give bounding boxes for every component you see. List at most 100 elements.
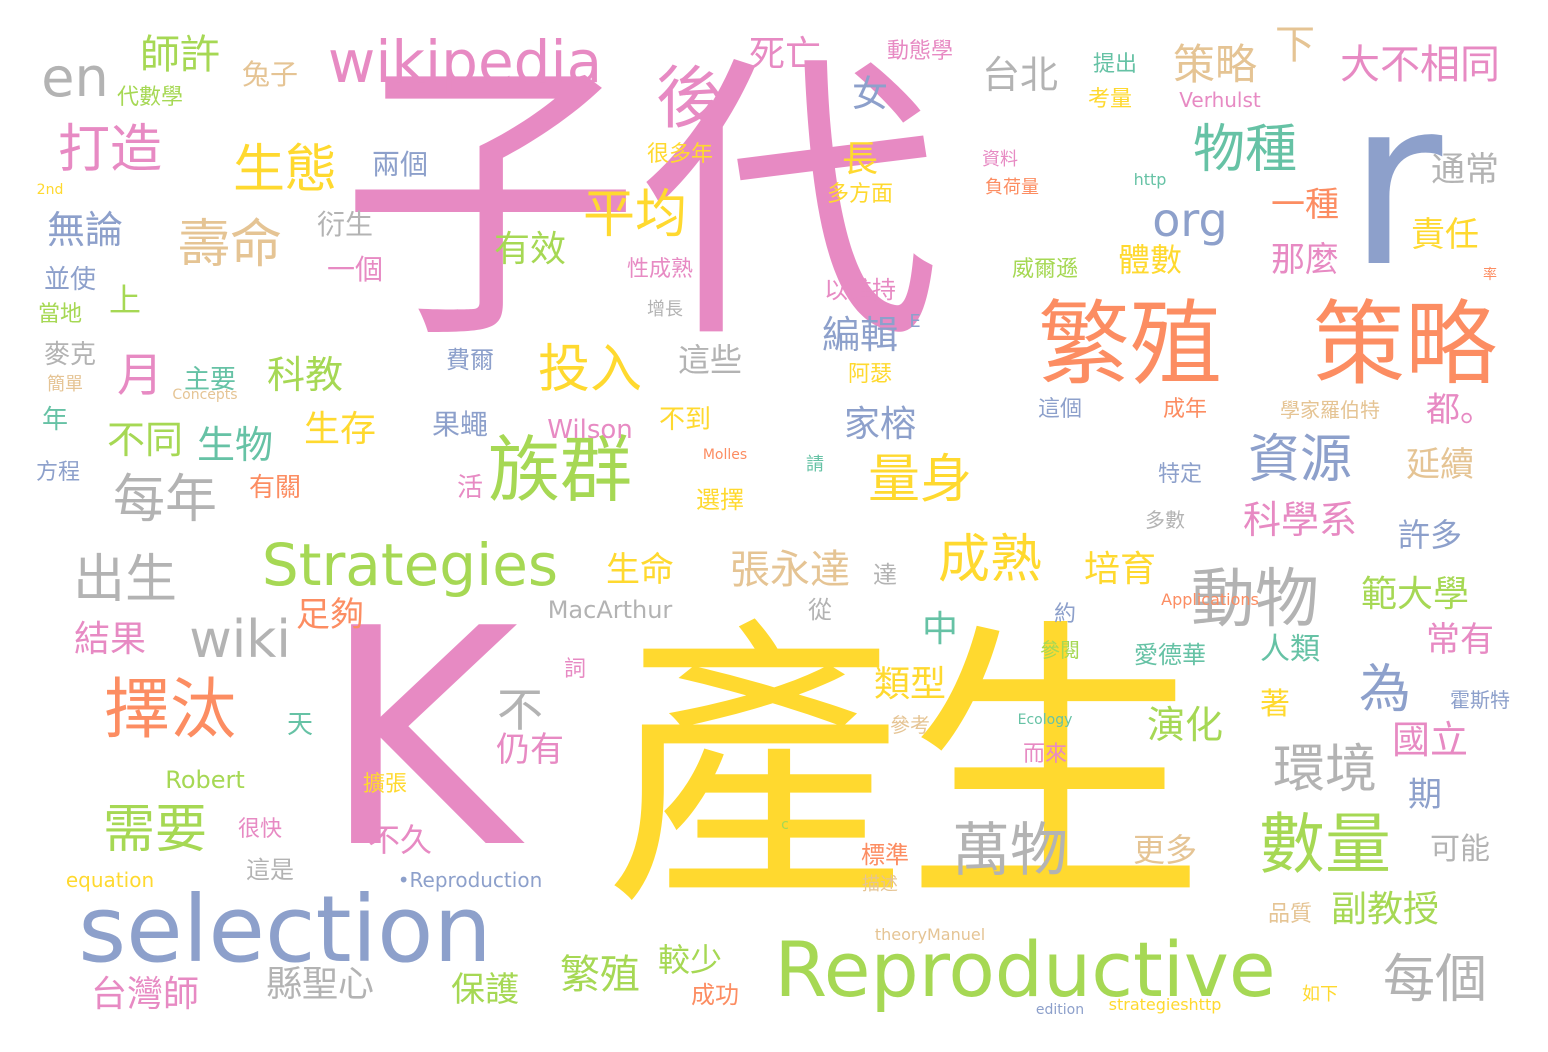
cloud-word: 選擇 (696, 486, 744, 514)
cloud-word: 上 (108, 281, 142, 319)
cloud-word: strategieshttp (1108, 995, 1222, 1014)
cloud-word: edition (1035, 1002, 1085, 1018)
cloud-word: 增長 (647, 299, 683, 320)
cloud-word: 繁殖 (1037, 291, 1223, 398)
cloud-word: 擴張 (362, 772, 408, 797)
cloud-word: 有關 (248, 473, 302, 503)
cloud-word: 中 (921, 609, 959, 650)
cloud-word: 特定 (1157, 462, 1203, 487)
cloud-word: 不 (497, 683, 543, 737)
cloud-word: 如下 (1302, 984, 1338, 1005)
cloud-word: 參閱 (1040, 638, 1080, 662)
cloud-word: K (321, 565, 519, 914)
cloud-word: 兩個 (371, 148, 429, 181)
cloud-word: 不同 (106, 418, 184, 462)
cloud-word: 策略 (1312, 291, 1498, 398)
cloud-word: 期 (1408, 775, 1442, 815)
cloud-word: 培育 (1083, 549, 1157, 590)
cloud-word: 從 (808, 596, 832, 624)
cloud-word: 物種 (1192, 120, 1298, 180)
cloud-word: 編輯 (821, 313, 899, 357)
cloud-word: 產生 (605, 595, 1205, 944)
cloud-word: 描述 (862, 874, 898, 895)
cloud-word: 壽命 (177, 215, 283, 275)
cloud-word: 子代 (340, 30, 940, 379)
cloud-word: E (909, 311, 921, 332)
cloud-word: 族群 (487, 428, 633, 512)
cloud-word: 成年 (1162, 397, 1208, 422)
cloud-word: 量身 (867, 450, 973, 510)
cloud-word: Robert (165, 766, 245, 794)
cloud-word: 長 (841, 139, 879, 180)
cloud-word: Applications (1161, 590, 1259, 609)
cloud-word: 天 (286, 710, 314, 740)
cloud-word: wikipedia (327, 28, 603, 96)
cloud-word: 需要 (102, 800, 208, 860)
cloud-word: 一種 (1271, 185, 1339, 225)
cloud-word: 愛德華 (1134, 641, 1206, 669)
cloud-word: 考量 (1087, 87, 1133, 112)
cloud-word: 動態學 (886, 39, 954, 64)
cloud-word: 死亡 (748, 34, 822, 75)
cloud-word: 後 (655, 60, 725, 139)
cloud-word: Strategies (261, 531, 559, 599)
cloud-word: 生物 (196, 423, 274, 467)
cloud-word: 約 (1053, 602, 1077, 627)
cloud-word: •Reproduction (397, 868, 543, 892)
cloud-word: 並使 (43, 265, 97, 295)
cloud-word: 女 (851, 74, 889, 115)
cloud-word: selection (78, 876, 492, 983)
cloud-word: 方程 (35, 460, 81, 485)
cloud-word: 當地 (37, 302, 83, 327)
cloud-word: Concepts (172, 387, 238, 403)
cloud-word: 演化 (1146, 703, 1224, 747)
cloud-word: 生存 (303, 409, 377, 450)
cloud-word: 很多年 (646, 142, 714, 167)
cloud-word: 通常 (1431, 150, 1499, 190)
cloud-word: 學家羅伯特 (1280, 398, 1380, 422)
cloud-word: 大不相同 (1340, 42, 1500, 88)
cloud-word: 資料 (982, 149, 1018, 170)
cloud-word: 動物 (1191, 563, 1319, 637)
cloud-word: theoryManuel (874, 925, 986, 944)
cloud-word: 這個 (1037, 397, 1083, 422)
cloud-word: 台北 (981, 53, 1059, 97)
cloud-word: 資源 (1247, 430, 1353, 490)
cloud-word: 費爾 (446, 346, 494, 374)
cloud-word: 兔子 (241, 58, 299, 91)
cloud-word: 品質 (1267, 902, 1313, 927)
cloud-word: 每年 (112, 470, 218, 530)
cloud-word: 無論 (46, 208, 124, 252)
cloud-word: 詞 (563, 657, 587, 682)
cloud-word: 阿瑟 (847, 362, 893, 387)
cloud-word: 繁殖 (560, 952, 640, 998)
cloud-word: 有效 (493, 229, 567, 270)
cloud-word: 仍有 (496, 730, 564, 770)
cloud-word: 很快 (237, 817, 283, 842)
cloud-word: 達 (873, 561, 897, 589)
cloud-word: 體數 (1117, 241, 1183, 279)
cloud-word: 率 (1483, 267, 1497, 283)
cloud-word: Molles (702, 447, 748, 463)
cloud-word: 成功 (691, 981, 739, 1009)
cloud-word: 那麼 (1271, 240, 1339, 280)
cloud-word: c (781, 817, 789, 833)
cloud-word: org (1152, 193, 1228, 247)
cloud-word: 延續 (1406, 445, 1474, 485)
cloud-word: 類型 (873, 664, 947, 705)
cloud-word: 擇汰 (104, 671, 236, 748)
cloud-word: wiki (189, 610, 291, 670)
cloud-word: 提出 (1092, 52, 1138, 77)
cloud-word: 保護 (451, 970, 519, 1010)
cloud-word: 而來 (1022, 742, 1068, 767)
cloud-word: 多方面 (826, 182, 894, 207)
cloud-word: 一個 (326, 253, 384, 286)
cloud-word: 家榕 (843, 404, 917, 445)
cloud-word: 簡單 (47, 374, 83, 395)
cloud-word: 請 (806, 454, 824, 475)
cloud-word: 國立 (1391, 718, 1469, 762)
cloud-word: 生態 (232, 140, 338, 200)
cloud-word: 都。 (1426, 390, 1494, 430)
cloud-word: 負荷量 (985, 177, 1039, 198)
